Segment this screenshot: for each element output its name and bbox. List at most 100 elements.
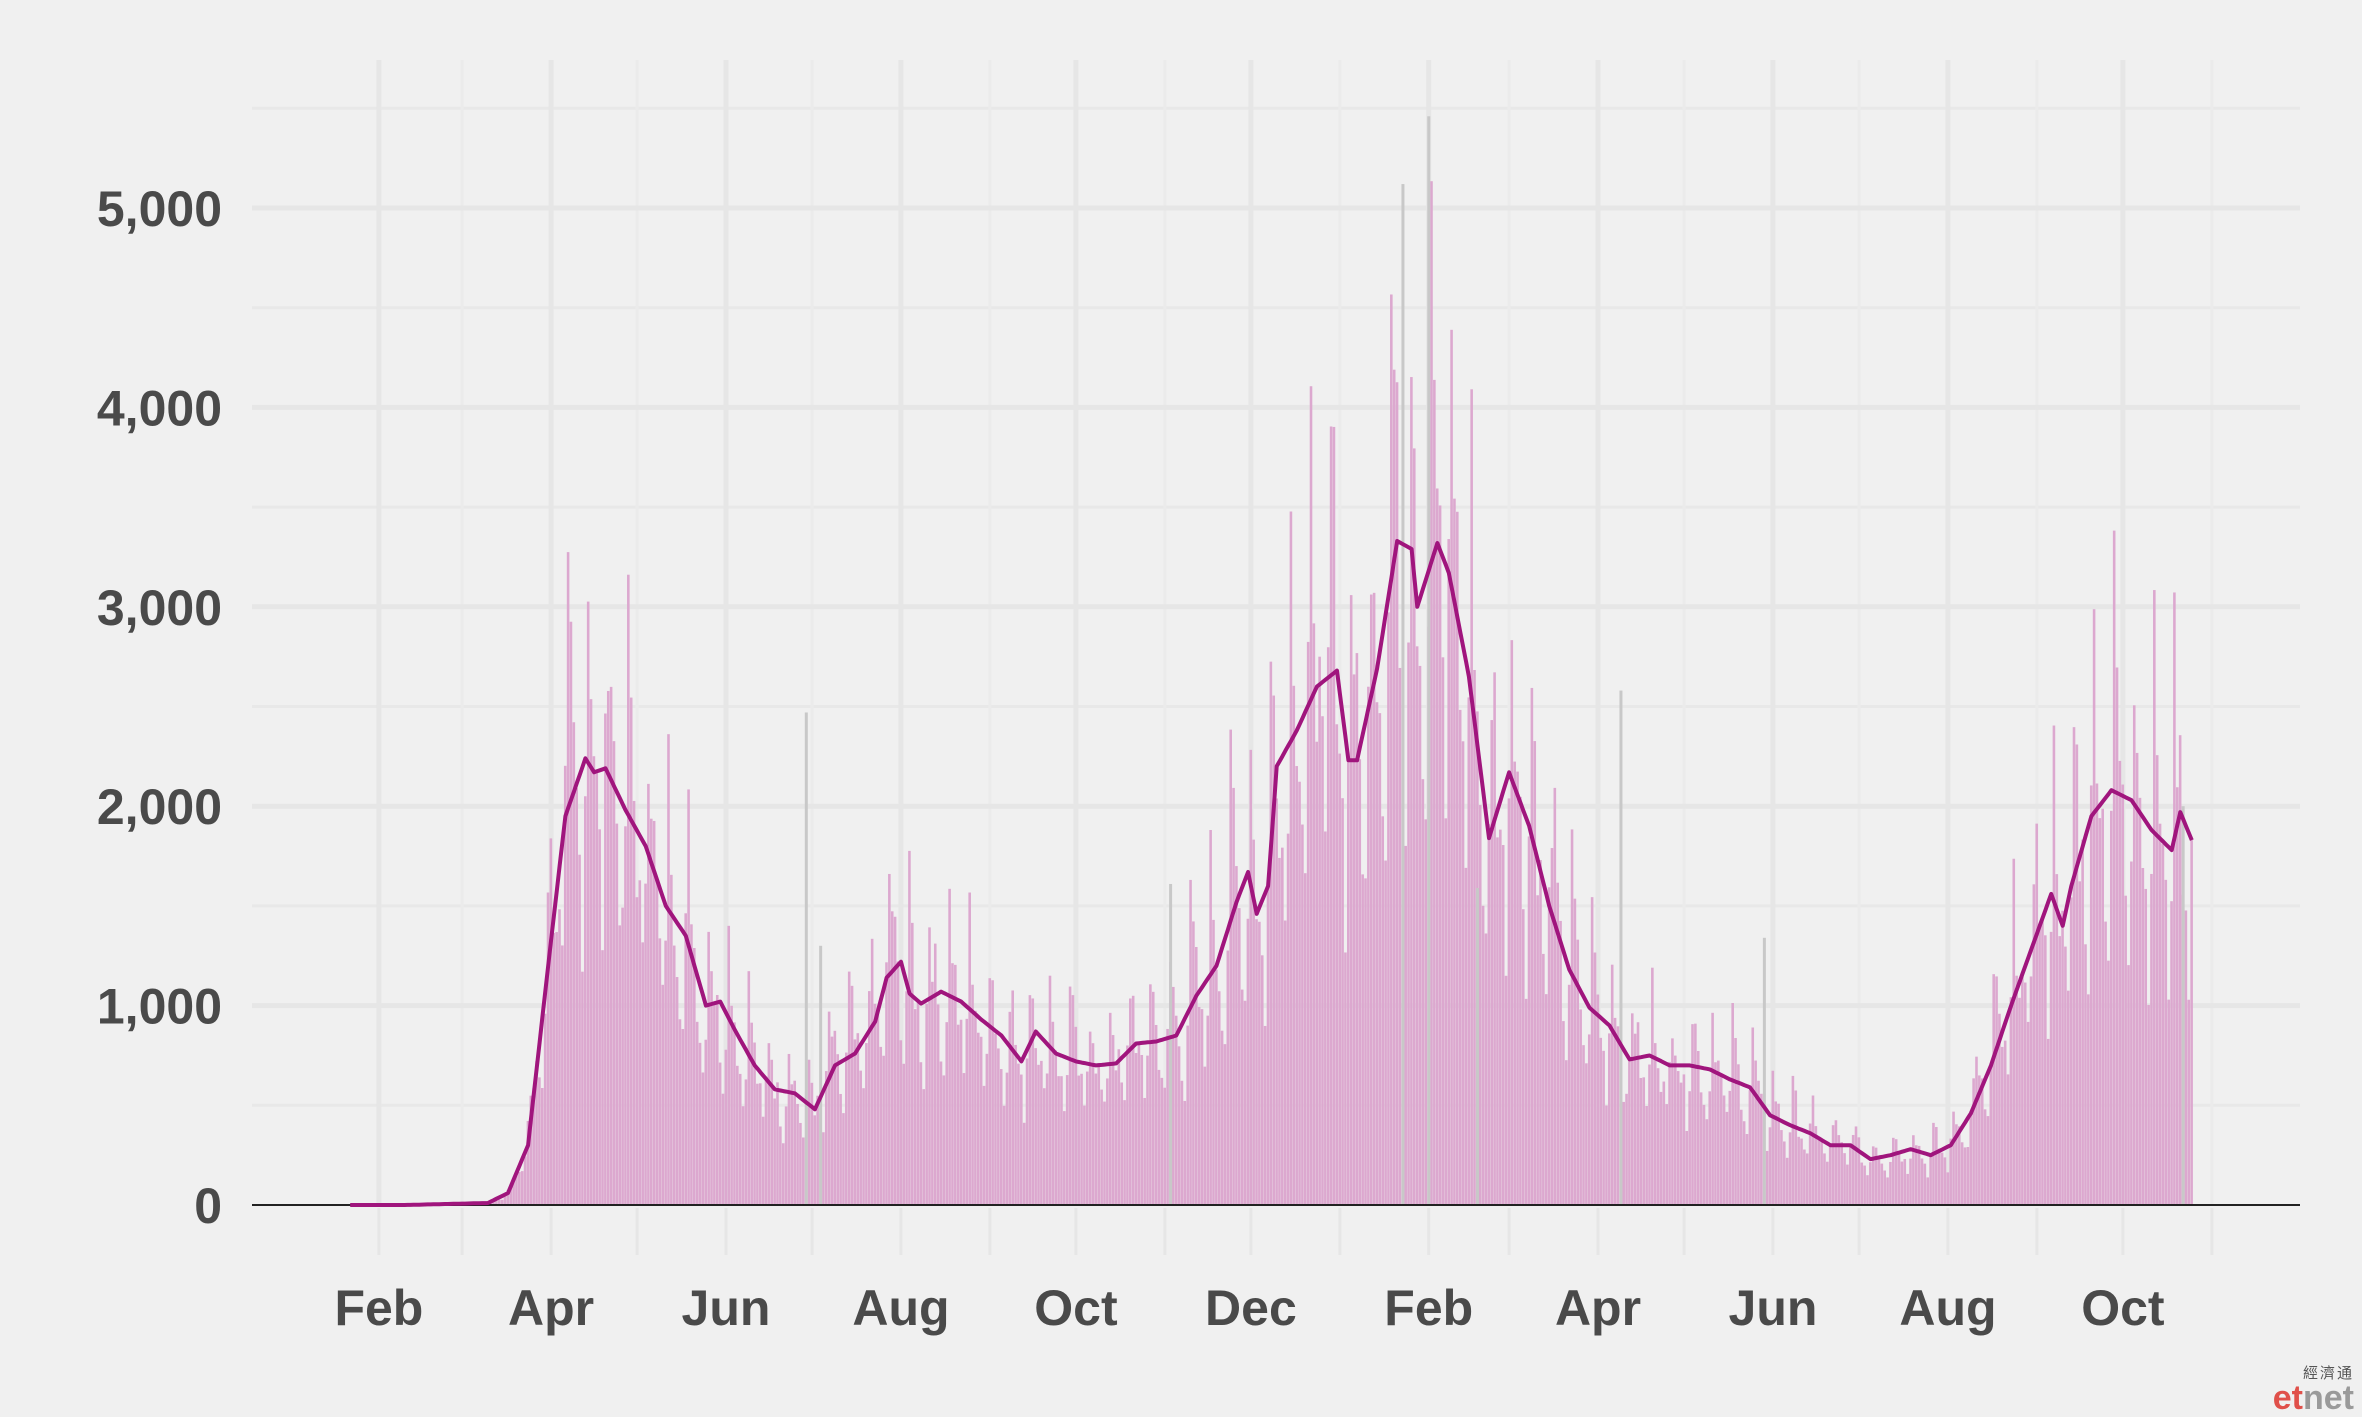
daily-bar <box>629 697 633 1205</box>
daily-bar <box>1929 1154 1932 1205</box>
daily-bar <box>982 1085 986 1205</box>
daily-bar <box>976 1032 980 1205</box>
daily-bar <box>1103 1101 1106 1205</box>
daily-bar <box>1094 1073 1098 1205</box>
daily-bar <box>1966 1147 1970 1205</box>
daily-bar <box>1826 1161 1829 1205</box>
daily-bar <box>1229 729 1232 1205</box>
daily-bar <box>1811 1095 1815 1205</box>
daily-bar <box>885 962 888 1205</box>
daily-bar <box>586 601 590 1205</box>
daily-bar <box>1246 918 1250 1205</box>
daily-bar <box>1326 647 1330 1205</box>
daily-bar <box>1682 1074 1686 1205</box>
daily-bar <box>1536 895 1539 1205</box>
daily-bar <box>1309 386 1313 1205</box>
daily-bar <box>2049 931 2053 1205</box>
daily-bar <box>1255 919 1258 1205</box>
daily-bar <box>936 1004 940 1205</box>
daily-bar <box>1238 908 1241 1205</box>
daily-bar <box>1590 897 1594 1205</box>
daily-bar <box>1220 1030 1224 1205</box>
daily-bar <box>991 980 994 1205</box>
daily-bar <box>1404 845 1407 1205</box>
daily-bar <box>1321 716 1324 1205</box>
anomaly-bars <box>804 116 2185 1205</box>
daily-bar <box>532 1087 535 1205</box>
daily-bar <box>609 686 613 1205</box>
daily-bar <box>1415 646 1419 1205</box>
daily-bar <box>893 916 897 1205</box>
daily-bar <box>2021 976 2024 1205</box>
daily-bar <box>959 1019 963 1205</box>
daily-bar <box>1298 781 1301 1205</box>
daily-bar <box>1848 1144 1852 1205</box>
daily-bar <box>781 1143 785 1205</box>
daily-bar <box>1883 1170 1886 1205</box>
daily-bar <box>1553 787 1557 1205</box>
daily-bar <box>2153 590 2156 1205</box>
daily-bar <box>566 552 570 1205</box>
daily-bar <box>1714 1062 1717 1205</box>
daily-bar <box>506 1190 510 1205</box>
daily-bar <box>1074 1026 1078 1205</box>
rolling-average-line <box>350 539 2194 1207</box>
daily-bar <box>1493 672 1496 1205</box>
daily-bar <box>1722 1095 1726 1205</box>
daily-bar <box>824 1071 828 1205</box>
daily-bar <box>853 1039 857 1205</box>
daily-bar <box>1914 1145 1918 1205</box>
x-tick-label: Jun <box>682 1280 771 1336</box>
daily-bar <box>1630 1013 1634 1205</box>
daily-bar <box>1481 905 1485 1205</box>
daily-bar <box>2175 787 2179 1205</box>
daily-bar <box>1499 829 1502 1205</box>
daily-bar <box>1507 798 1511 1205</box>
y-tick-label: 5,000 <box>97 181 222 237</box>
daily-bar <box>2075 744 2079 1205</box>
daily-bar <box>569 621 573 1205</box>
daily-bar <box>2130 861 2133 1205</box>
y-axis-labels: 0 1,000 2,000 3,000 4,000 5,000 <box>97 181 222 1234</box>
daily-bar <box>1702 1104 1706 1205</box>
daily-bar <box>1260 955 1264 1205</box>
daily-bar <box>1645 1106 1648 1205</box>
daily-bar <box>606 690 610 1205</box>
daily-bar <box>1088 1031 1092 1205</box>
daily-bar <box>1639 1077 1643 1205</box>
daily-bar <box>1734 1038 1737 1205</box>
daily-bar <box>503 1194 507 1205</box>
daily-bar <box>1866 1175 1869 1205</box>
daily-bar <box>1131 995 1135 1205</box>
daily-bar <box>1613 1017 1617 1205</box>
daily-bar <box>529 1095 533 1205</box>
daily-bar <box>1800 1138 1803 1205</box>
daily-bar <box>1344 952 1347 1205</box>
daily-bar <box>1312 623 1316 1205</box>
daily-bar <box>724 1049 728 1205</box>
anomaly-bar <box>804 712 808 1205</box>
daily-bar <box>1045 1073 1049 1205</box>
daily-bar <box>1292 685 1296 1205</box>
daily-bar <box>2150 873 2153 1205</box>
daily-bar <box>1547 887 1551 1205</box>
daily-bar <box>2187 999 2191 1205</box>
daily-bar <box>896 961 900 1205</box>
daily-bar <box>495 1198 498 1205</box>
daily-bar <box>1301 824 1304 1205</box>
daily-bar <box>1817 1137 1821 1205</box>
daily-bar <box>1983 1109 1987 1205</box>
daily-bar <box>1017 1063 1020 1205</box>
daily-bar <box>644 883 647 1205</box>
daily-bar <box>1303 873 1307 1205</box>
daily-bar <box>1421 779 1425 1205</box>
x-tick-label: Apr <box>1555 1280 1641 1336</box>
daily-bar <box>721 1093 725 1205</box>
daily-bars <box>406 181 2193 1206</box>
daily-bar <box>1329 426 1333 1205</box>
daily-bar <box>1504 975 1508 1205</box>
daily-bar <box>2095 783 2099 1205</box>
daily-bar <box>1559 920 1562 1205</box>
daily-bar <box>2098 818 2102 1205</box>
daily-bar <box>1846 1164 1849 1205</box>
